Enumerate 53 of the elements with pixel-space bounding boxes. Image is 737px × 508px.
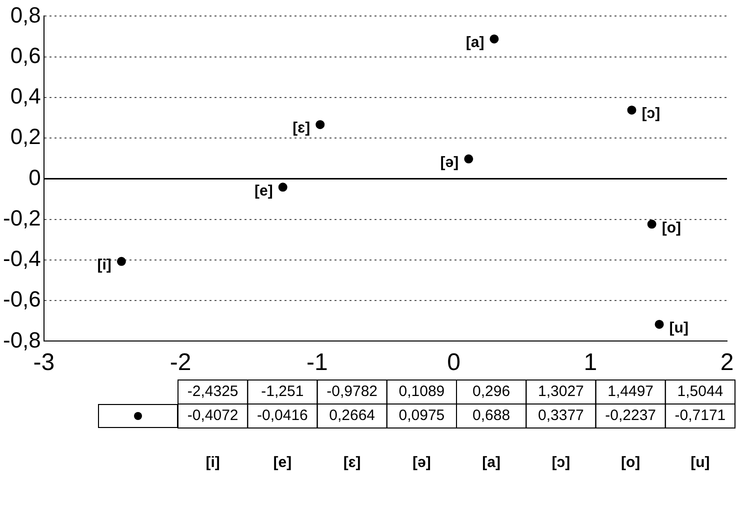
y-tick-label: 0,4 — [10, 84, 41, 109]
y-tick-label: 0,6 — [10, 42, 41, 68]
text: -0,7171 — [674, 407, 726, 424]
text: [o] — [620, 454, 640, 472]
text: 0,688 — [472, 407, 510, 424]
x-tick-label: 1 — [584, 349, 598, 376]
point — [316, 120, 325, 130]
text: 0,0975 — [398, 407, 445, 424]
text: 1,3027 — [538, 383, 584, 400]
point — [278, 182, 288, 192]
text: [ɛ] — [343, 454, 361, 472]
text: 1,5044 — [677, 383, 724, 400]
text: [i] — [206, 454, 220, 472]
text: 0,3377 — [538, 407, 584, 424]
annotation: [e] — [254, 182, 273, 200]
text: 0,2664 — [329, 407, 376, 424]
text: -0,9782 — [326, 383, 378, 400]
annotation: [ə] — [440, 154, 459, 172]
point — [116, 256, 126, 266]
text: -2,4325 — [187, 383, 238, 400]
x-tick-label: 0 — [447, 349, 460, 376]
text: [u] — [690, 454, 710, 472]
annotation: [o] — [662, 219, 681, 236]
text: [ɔ] — [552, 454, 570, 472]
y-tick-label: -0,4 — [2, 246, 41, 272]
text: -0,0416 — [257, 407, 308, 424]
text: -0,2237 — [605, 407, 656, 424]
text: [a] — [482, 454, 500, 472]
point — [490, 34, 499, 44]
text: [e] — [273, 454, 292, 472]
point — [654, 320, 664, 329]
x-tick-label: 2 — [720, 349, 734, 376]
text: -1,251 — [261, 383, 304, 400]
text: 1,4497 — [608, 383, 654, 400]
point — [647, 220, 656, 229]
y-tick-label: -0,2 — [2, 205, 41, 230]
x-tick-label: -2 — [170, 349, 192, 376]
text: 0,1089 — [398, 383, 445, 400]
annotation: [ɛ] — [292, 120, 310, 137]
y-tick-label: 0 — [28, 164, 41, 190]
text: [ə] — [412, 454, 431, 472]
annotation: [u] — [669, 320, 688, 336]
annotation: [i] — [97, 256, 112, 274]
point — [627, 106, 636, 115]
annotation: [ɔ] — [642, 105, 660, 122]
text: 0,296 — [472, 383, 510, 400]
y-tick-label: 0,2 — [10, 124, 41, 150]
x-tick-label: -1 — [306, 349, 328, 376]
annotation: [a] — [466, 34, 484, 52]
text: -0,4072 — [187, 407, 238, 424]
y-tick-label: 0,8 — [10, 2, 41, 28]
point — [464, 154, 474, 164]
y-tick-label: -0,6 — [2, 286, 41, 312]
